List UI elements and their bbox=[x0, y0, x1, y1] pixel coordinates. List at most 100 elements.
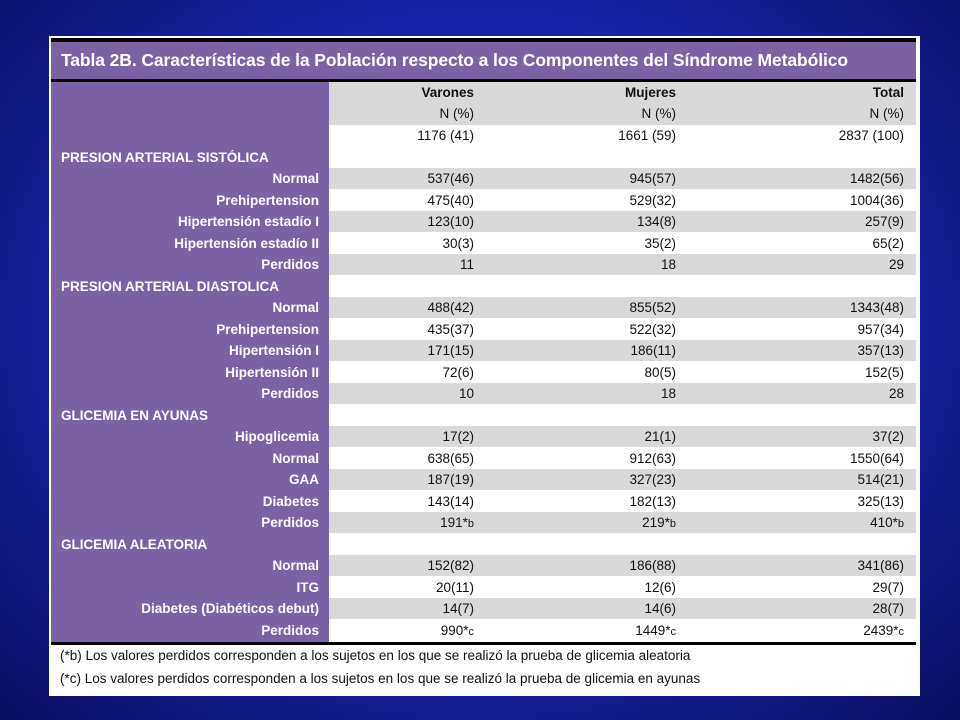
row-cells bbox=[329, 534, 916, 556]
table-cell: 21(1) bbox=[644, 429, 676, 444]
row-label: Perdidos bbox=[261, 257, 319, 273]
section-header-row: PRESION ARTERIAL SISTÓLICA bbox=[51, 147, 916, 169]
row-cells: 11 18 29 bbox=[329, 254, 916, 276]
table-cell: 2837 (100) bbox=[838, 128, 904, 143]
table-cell: 257(9) bbox=[864, 214, 904, 229]
row-cells bbox=[329, 147, 916, 169]
table-cell: 14(6) bbox=[644, 601, 676, 616]
table-row: Diabetes 143(14) 182(13) 325(13) bbox=[51, 491, 916, 513]
row-label: Diabetes bbox=[262, 493, 319, 509]
table-cell: 134(8) bbox=[636, 214, 676, 229]
table-cell: 123(10) bbox=[427, 214, 474, 229]
row-label: Diabetes (Diabéticos debut) bbox=[141, 601, 319, 617]
row-label: GAA bbox=[289, 472, 319, 488]
table-cell: 529(32) bbox=[629, 192, 676, 208]
column-headers: Varones N (%) Mujeres N (%) Total N (%) bbox=[329, 82, 916, 125]
table-row: Hipertensión I 171(15) 186(11) 357(13) bbox=[51, 340, 916, 362]
row-label: Perdidos bbox=[261, 622, 319, 638]
table-cell: 855(52) bbox=[629, 300, 676, 315]
table-cell: 1661 (59) bbox=[618, 128, 676, 143]
table-cell: 18 bbox=[660, 257, 676, 272]
table-cell bbox=[688, 147, 916, 169]
table-cell: 171(15) bbox=[427, 343, 474, 358]
section-label: PRESION ARTERIAL SISTÓLICA bbox=[61, 149, 269, 165]
table-cell: 325(13) bbox=[857, 493, 904, 509]
table-cell: 514(21) bbox=[857, 472, 904, 487]
section-label: GLICEMIA EN AYUNAS bbox=[61, 407, 209, 423]
row-cells bbox=[329, 405, 916, 427]
table-cell bbox=[329, 276, 486, 298]
table-cell: 945(57) bbox=[629, 171, 676, 186]
row-cells: 30(3) 35(2) 65(2) bbox=[329, 233, 916, 255]
row-label: Hipertensión I bbox=[228, 343, 319, 359]
table-row: Hipertensión estadío II 30(3) 35(2) 65(2) bbox=[51, 233, 916, 255]
table-cell: 1004(36) bbox=[849, 192, 904, 208]
section-label: GLICEMIA ALEATORIA bbox=[61, 536, 208, 552]
table-cell: 1343(48) bbox=[849, 300, 904, 315]
table-cell: 327(23) bbox=[629, 472, 676, 487]
row-cells: 187(19) 327(23) 514(21) bbox=[329, 469, 916, 491]
table-cell: 488(42) bbox=[427, 300, 474, 315]
row-cells bbox=[329, 276, 916, 298]
row-label: Normal bbox=[272, 450, 319, 466]
column-title: Varones bbox=[421, 85, 474, 100]
table-cell: 219*b bbox=[642, 515, 676, 530]
table-cell: 186(88) bbox=[629, 558, 676, 573]
column-title: Mujeres bbox=[624, 85, 676, 100]
section-header-row: GLICEMIA EN AYUNAS bbox=[51, 405, 916, 427]
row-cells: 17(2) 21(1) 37(2) bbox=[329, 426, 916, 448]
table-row: Diabetes (Diabéticos debut) 14(7) 14(6) 28(… bbox=[51, 598, 916, 620]
table-cell: 957(34) bbox=[857, 321, 904, 337]
row-cells: 990*c 1449*c 2439*c bbox=[329, 620, 916, 642]
table-cell: 152(82) bbox=[427, 558, 474, 573]
column-header-total: Total N (%) bbox=[688, 82, 916, 125]
table-row: Normal 638(65) 912(63) 1550(64) bbox=[51, 448, 916, 470]
table-cell: 28(7) bbox=[872, 601, 904, 616]
footnote-b: (*b) Los valores perdidos corresponden a… bbox=[60, 648, 691, 663]
table-cell: 29(7) bbox=[872, 579, 904, 595]
row-cells: 171(15) 186(11) 357(13) bbox=[329, 340, 916, 362]
table-cell: 80(5) bbox=[644, 364, 676, 380]
column-unit: N (%) bbox=[439, 106, 475, 121]
table-row: Perdidos 990*c 1449*c 2439*c bbox=[51, 620, 916, 642]
row-cells: 143(14) 182(13) 325(13) bbox=[329, 491, 916, 513]
table-slide: Tabla 2B. Características de la Població… bbox=[49, 36, 920, 696]
table-cell bbox=[688, 534, 916, 556]
label-column bbox=[51, 82, 329, 642]
table-cell bbox=[688, 405, 916, 427]
row-cells: 488(42) 855(52) 1343(48) bbox=[329, 297, 916, 319]
row-label: Perdidos bbox=[261, 386, 319, 402]
section-label: PRESION ARTERIAL DIASTOLICA bbox=[61, 278, 280, 294]
row-cells: 10 18 28 bbox=[329, 383, 916, 405]
table-row: 1176 (41) 1661 (59) 2837 (100) bbox=[51, 125, 916, 147]
table-cell: 990*c bbox=[440, 622, 474, 638]
row-cells: 638(65) 912(63) 1550(64) bbox=[329, 448, 916, 470]
table-cell: 143(14) bbox=[427, 493, 474, 509]
table-row: Perdidos 11 18 29 bbox=[51, 254, 916, 276]
table-row: Hipertensión II 72(6) 80(5) 152(5) bbox=[51, 362, 916, 384]
table-cell: 10 bbox=[458, 386, 474, 401]
table-cell bbox=[486, 276, 688, 298]
table-cell: 28 bbox=[888, 386, 904, 401]
table-cell: 1550(64) bbox=[849, 450, 904, 466]
table-cell: 912(63) bbox=[629, 450, 676, 466]
table-cell bbox=[329, 405, 486, 427]
row-label: Hipoglicemia bbox=[234, 429, 319, 445]
section-header-row: PRESION ARTERIAL DIASTOLICA bbox=[51, 276, 916, 298]
table-cell: 17(2) bbox=[442, 429, 474, 444]
table-cell bbox=[329, 147, 486, 169]
section-header-row: GLICEMIA ALEATORIA bbox=[51, 534, 916, 556]
table-row: GAA 187(19) 327(23) 514(21) bbox=[51, 469, 916, 491]
column-header-varones: Varones N (%) bbox=[329, 82, 486, 125]
table-cell: 11 bbox=[459, 257, 474, 272]
table-cell: 410*b bbox=[870, 515, 904, 530]
row-label: Hipertensión II bbox=[225, 364, 319, 380]
column-title: Total bbox=[872, 85, 904, 100]
table-row: Normal 537(46) 945(57) 1482(56) bbox=[51, 168, 916, 190]
row-cells: 123(10) 134(8) 257(9) bbox=[329, 211, 916, 233]
table-cell: 357(13) bbox=[857, 343, 904, 358]
table-row: Normal 152(82) 186(88) 341(86) bbox=[51, 555, 916, 577]
table-cell: 182(13) bbox=[629, 493, 676, 509]
column-unit: N (%) bbox=[869, 106, 905, 121]
row-label: Normal bbox=[272, 171, 319, 187]
